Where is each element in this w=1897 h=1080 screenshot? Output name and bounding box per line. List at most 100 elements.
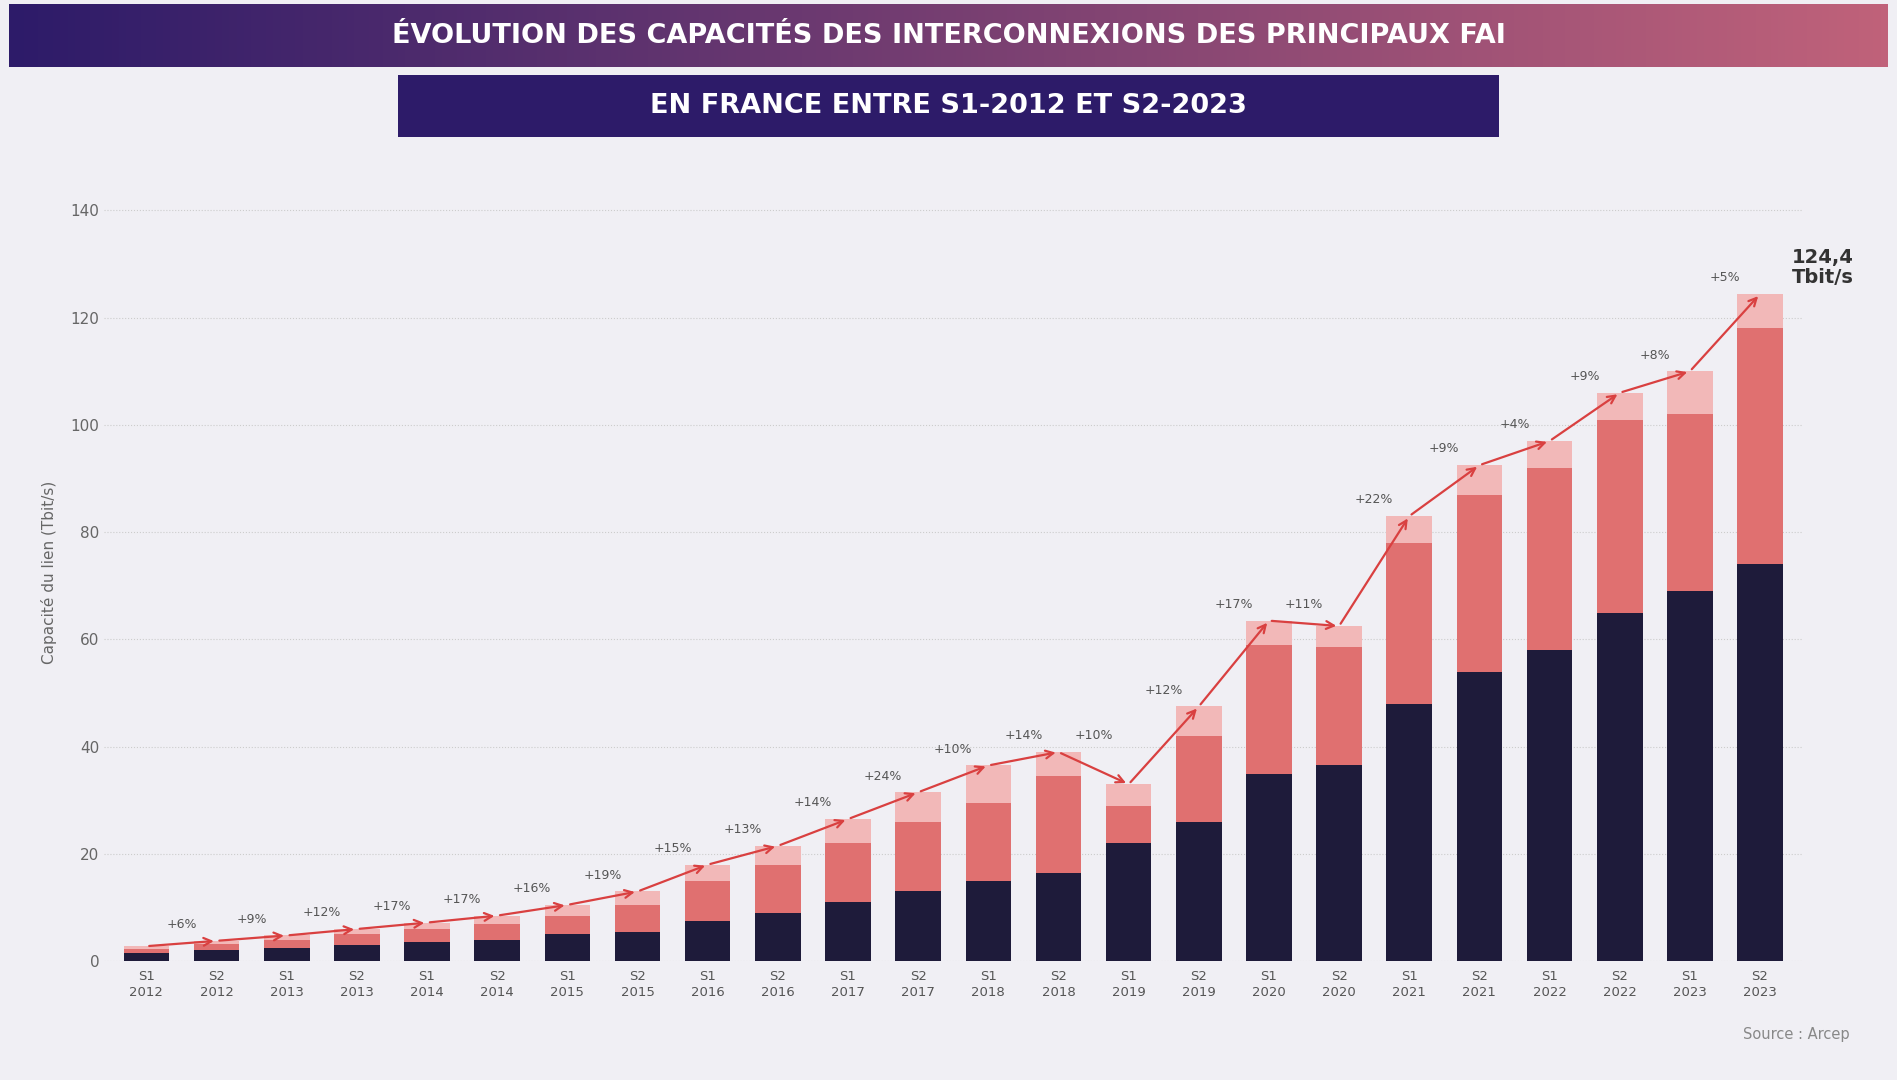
Bar [544,916,590,934]
Bar [123,946,169,949]
Text: +16%: +16% [512,882,552,895]
Text: +9%: +9% [1428,443,1459,456]
Bar [1527,650,1573,961]
Bar [334,929,379,934]
Bar [404,922,450,929]
Legend: Transit, Peering privé, Peering public: Transit, Peering privé, Peering public [95,1076,516,1080]
Bar [615,932,660,961]
Bar [825,843,871,902]
Bar [264,935,309,940]
Bar [123,954,169,961]
Bar [895,822,941,891]
Text: +6%: +6% [167,918,197,931]
Bar [1387,704,1432,961]
Bar [1387,543,1432,704]
Bar [1738,565,1783,961]
Bar [474,940,520,961]
Bar [1738,294,1783,328]
Text: EN FRANCE ENTRE S1-2012 ET S2-2023: EN FRANCE ENTRE S1-2012 ET S2-2023 [651,94,1246,120]
Bar [755,913,801,961]
Bar [334,934,379,945]
Bar [1317,766,1362,961]
Bar [404,929,450,943]
Bar [1317,626,1362,648]
Text: +15%: +15% [653,842,692,855]
Text: +19%: +19% [582,868,622,882]
Bar [1176,706,1222,735]
Bar [334,945,379,961]
Text: +13%: +13% [723,823,763,836]
Text: +10%: +10% [933,743,973,756]
Bar [1527,441,1573,468]
Bar [966,804,1011,881]
Bar [1667,415,1713,591]
Text: +5%: +5% [1709,271,1740,284]
Bar [895,891,941,961]
Bar [1317,648,1362,766]
Bar [193,941,239,944]
Bar [264,940,309,948]
Bar [1457,672,1502,961]
Y-axis label: Capacité du lien (Tbit/s): Capacité du lien (Tbit/s) [40,481,57,664]
Bar [1036,777,1081,873]
Bar [895,793,941,822]
Bar [1597,393,1643,419]
Text: +24%: +24% [863,770,903,783]
Bar [615,905,660,932]
Text: +12%: +12% [304,906,341,919]
Bar [1176,822,1222,961]
Bar [123,949,169,954]
Bar [1387,516,1432,543]
Text: 124,4
Tbit/s: 124,4 Tbit/s [1791,248,1853,287]
Bar [1106,843,1151,961]
Bar [1457,465,1502,495]
Bar [685,921,730,961]
Bar [1667,372,1713,415]
Text: +14%: +14% [793,796,833,809]
Bar [1106,784,1151,806]
Text: +17%: +17% [372,900,412,913]
Bar [1036,873,1081,961]
Text: Source : Arcep: Source : Arcep [1743,1027,1850,1042]
Bar [615,891,660,905]
Bar [966,881,1011,961]
Bar [1176,735,1222,822]
Text: +9%: +9% [237,913,267,926]
Bar [685,881,730,921]
Bar [1036,752,1081,777]
Bar [193,944,239,950]
Bar [966,766,1011,804]
Bar [474,923,520,940]
Bar [193,950,239,961]
Text: +22%: +22% [1354,494,1394,507]
Text: +12%: +12% [1144,684,1184,697]
Bar [755,846,801,865]
Text: +17%: +17% [1214,598,1254,611]
Bar [825,902,871,961]
Bar [1597,612,1643,961]
Text: +8%: +8% [1639,349,1669,362]
Text: +9%: +9% [1569,370,1599,383]
Bar [544,905,590,916]
Bar [1106,806,1151,843]
Text: +10%: +10% [1074,729,1114,742]
Bar [825,819,871,843]
Bar [755,865,801,913]
Bar [1527,468,1573,650]
Bar [544,934,590,961]
Bar [264,948,309,961]
Text: +11%: +11% [1284,598,1324,611]
Text: +14%: +14% [1004,729,1043,742]
Text: ÉVOLUTION DES CAPACITÉS DES INTERCONNEXIONS DES PRINCIPAUX FAI: ÉVOLUTION DES CAPACITÉS DES INTERCONNEXI… [391,23,1506,49]
Text: +17%: +17% [442,893,482,906]
Bar [474,916,520,923]
Text: +4%: +4% [1499,418,1529,431]
Bar [1246,773,1292,961]
Bar [685,865,730,881]
Bar [1246,645,1292,773]
Bar [404,943,450,961]
Bar [1597,419,1643,612]
Bar [1667,591,1713,961]
Bar [1738,328,1783,565]
Bar [1457,495,1502,672]
